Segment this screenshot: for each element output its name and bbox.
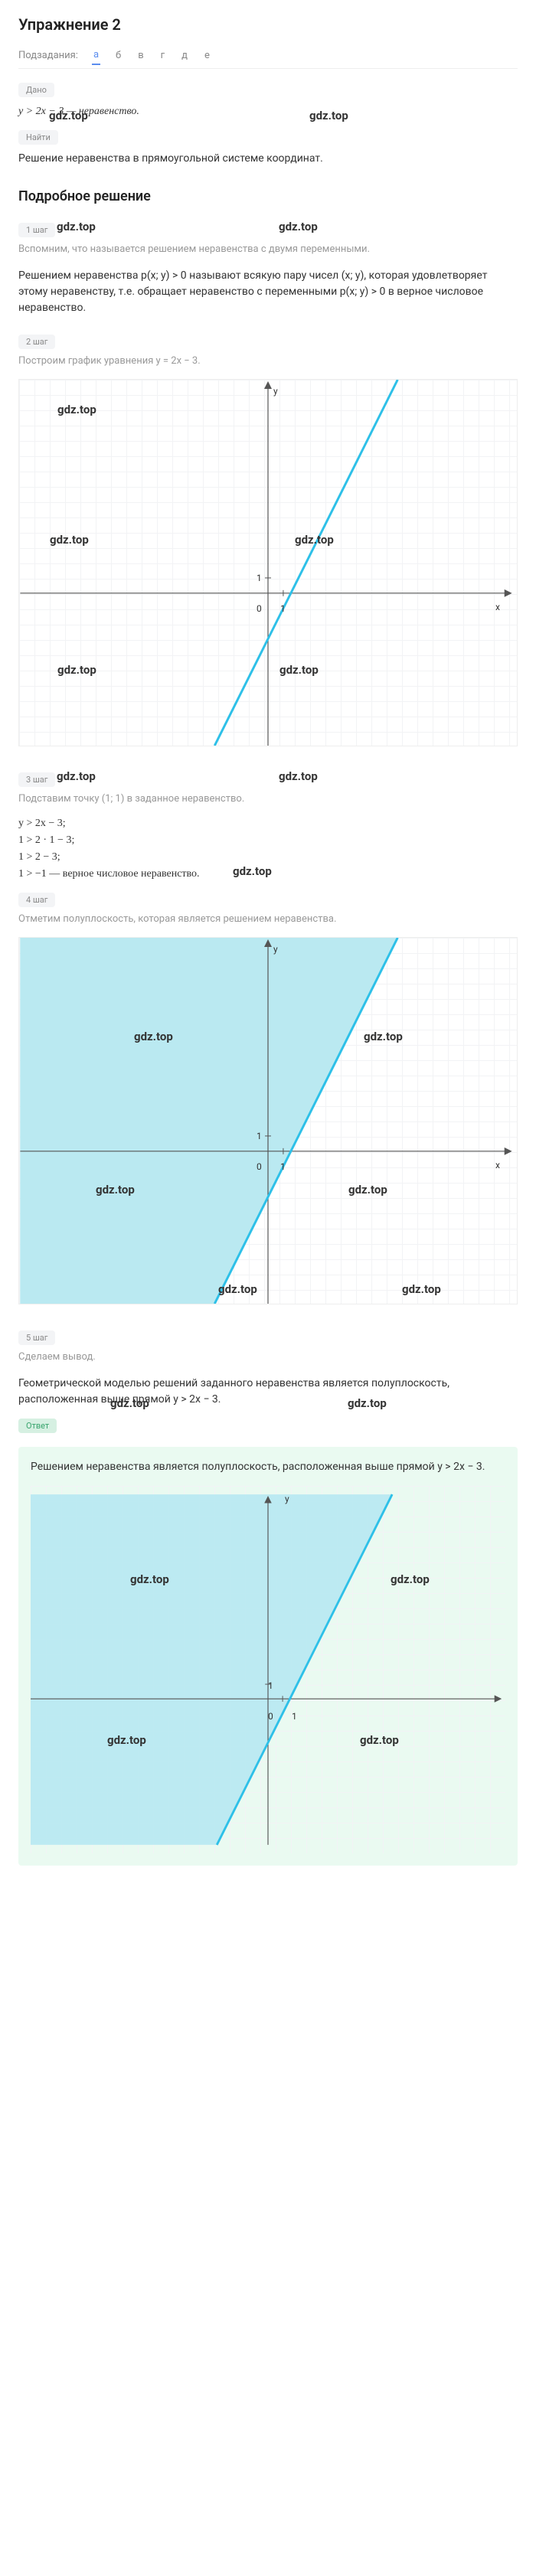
step5-intro: Сделаем вывод. bbox=[18, 1350, 518, 1365]
step3-pill: 3 шаг bbox=[18, 772, 55, 787]
graph-answer: 0 1 1 x y gdz.top gdz.top gdz.top gdz.to… bbox=[31, 1486, 505, 1853]
exercise-title: Упражнение 2 bbox=[18, 15, 518, 34]
step3-line3: 1 > 2 − 3; bbox=[18, 851, 518, 864]
subtasks-label: Подзадания: bbox=[18, 50, 78, 61]
step2-intro: Построим график уравнения y = 2x − 3. bbox=[18, 354, 518, 369]
watermark: gdz.top bbox=[57, 769, 96, 783]
step3-intro: Подставим точку (1; 1) в заданное нераве… bbox=[18, 792, 518, 807]
given-inequality: y > 2x − 3 — неравенство. bbox=[18, 103, 518, 119]
answer-pill: Ответ bbox=[18, 1419, 57, 1433]
step4-pill: 4 шаг bbox=[18, 893, 55, 907]
find-text: Решение неравенства в прямоугольной сист… bbox=[18, 151, 518, 167]
graph-line: 0 1 1 x y gdz.top gdz.top gdz.top gdz.to… bbox=[18, 379, 518, 746]
graph-line-svg bbox=[19, 380, 517, 746]
step5-pill: 5 шаг bbox=[18, 1330, 55, 1345]
step3-line2: 1 > 2 · 1 − 3; bbox=[18, 834, 518, 847]
subtask-a[interactable]: а bbox=[92, 46, 100, 65]
graph-answer-svg bbox=[31, 1486, 505, 1853]
watermark: gdz.top bbox=[57, 220, 96, 233]
step4-intro: Отметим полуплоскость, которая является … bbox=[18, 912, 518, 927]
step3-line1: y > 2x − 3; bbox=[18, 818, 518, 830]
answer-box: Решением неравенства является полуплоско… bbox=[18, 1447, 518, 1866]
subtasks-row: Подзадания: а б в г д е bbox=[18, 46, 518, 69]
step1-text: Решением неравенства p(x; y) > 0 называю… bbox=[18, 268, 518, 316]
step1-pill: 1 шаг bbox=[18, 223, 55, 237]
watermark: gdz.top bbox=[279, 220, 318, 233]
solution-heading: Подробное решение bbox=[18, 188, 518, 204]
step5-text: Геометрической моделью решений заданного… bbox=[18, 1376, 518, 1408]
step1-intro: Вспомним, что называется решением нераве… bbox=[18, 242, 518, 257]
subtask-e[interactable]: е bbox=[203, 47, 211, 64]
find-pill: Найти bbox=[18, 130, 58, 145]
graph-halfplane: 0 1 1 x y gdz.top gdz.top gdz.top gdz.to… bbox=[18, 937, 518, 1304]
given-pill: Дано bbox=[18, 83, 54, 97]
step2-pill: 2 шаг bbox=[18, 335, 55, 349]
subtask-g[interactable]: г bbox=[159, 47, 166, 64]
subtask-d[interactable]: д bbox=[180, 47, 189, 64]
answer-text: Решением неравенства является полуплоско… bbox=[31, 1459, 505, 1475]
subtask-v[interactable]: в bbox=[136, 47, 145, 64]
watermark: gdz.top bbox=[279, 769, 318, 783]
graph-halfplane-fill bbox=[19, 938, 517, 1304]
subtask-b[interactable]: б bbox=[114, 47, 123, 64]
step3-line4: 1 > −1 — верное числовое неравенство. bbox=[18, 868, 518, 880]
